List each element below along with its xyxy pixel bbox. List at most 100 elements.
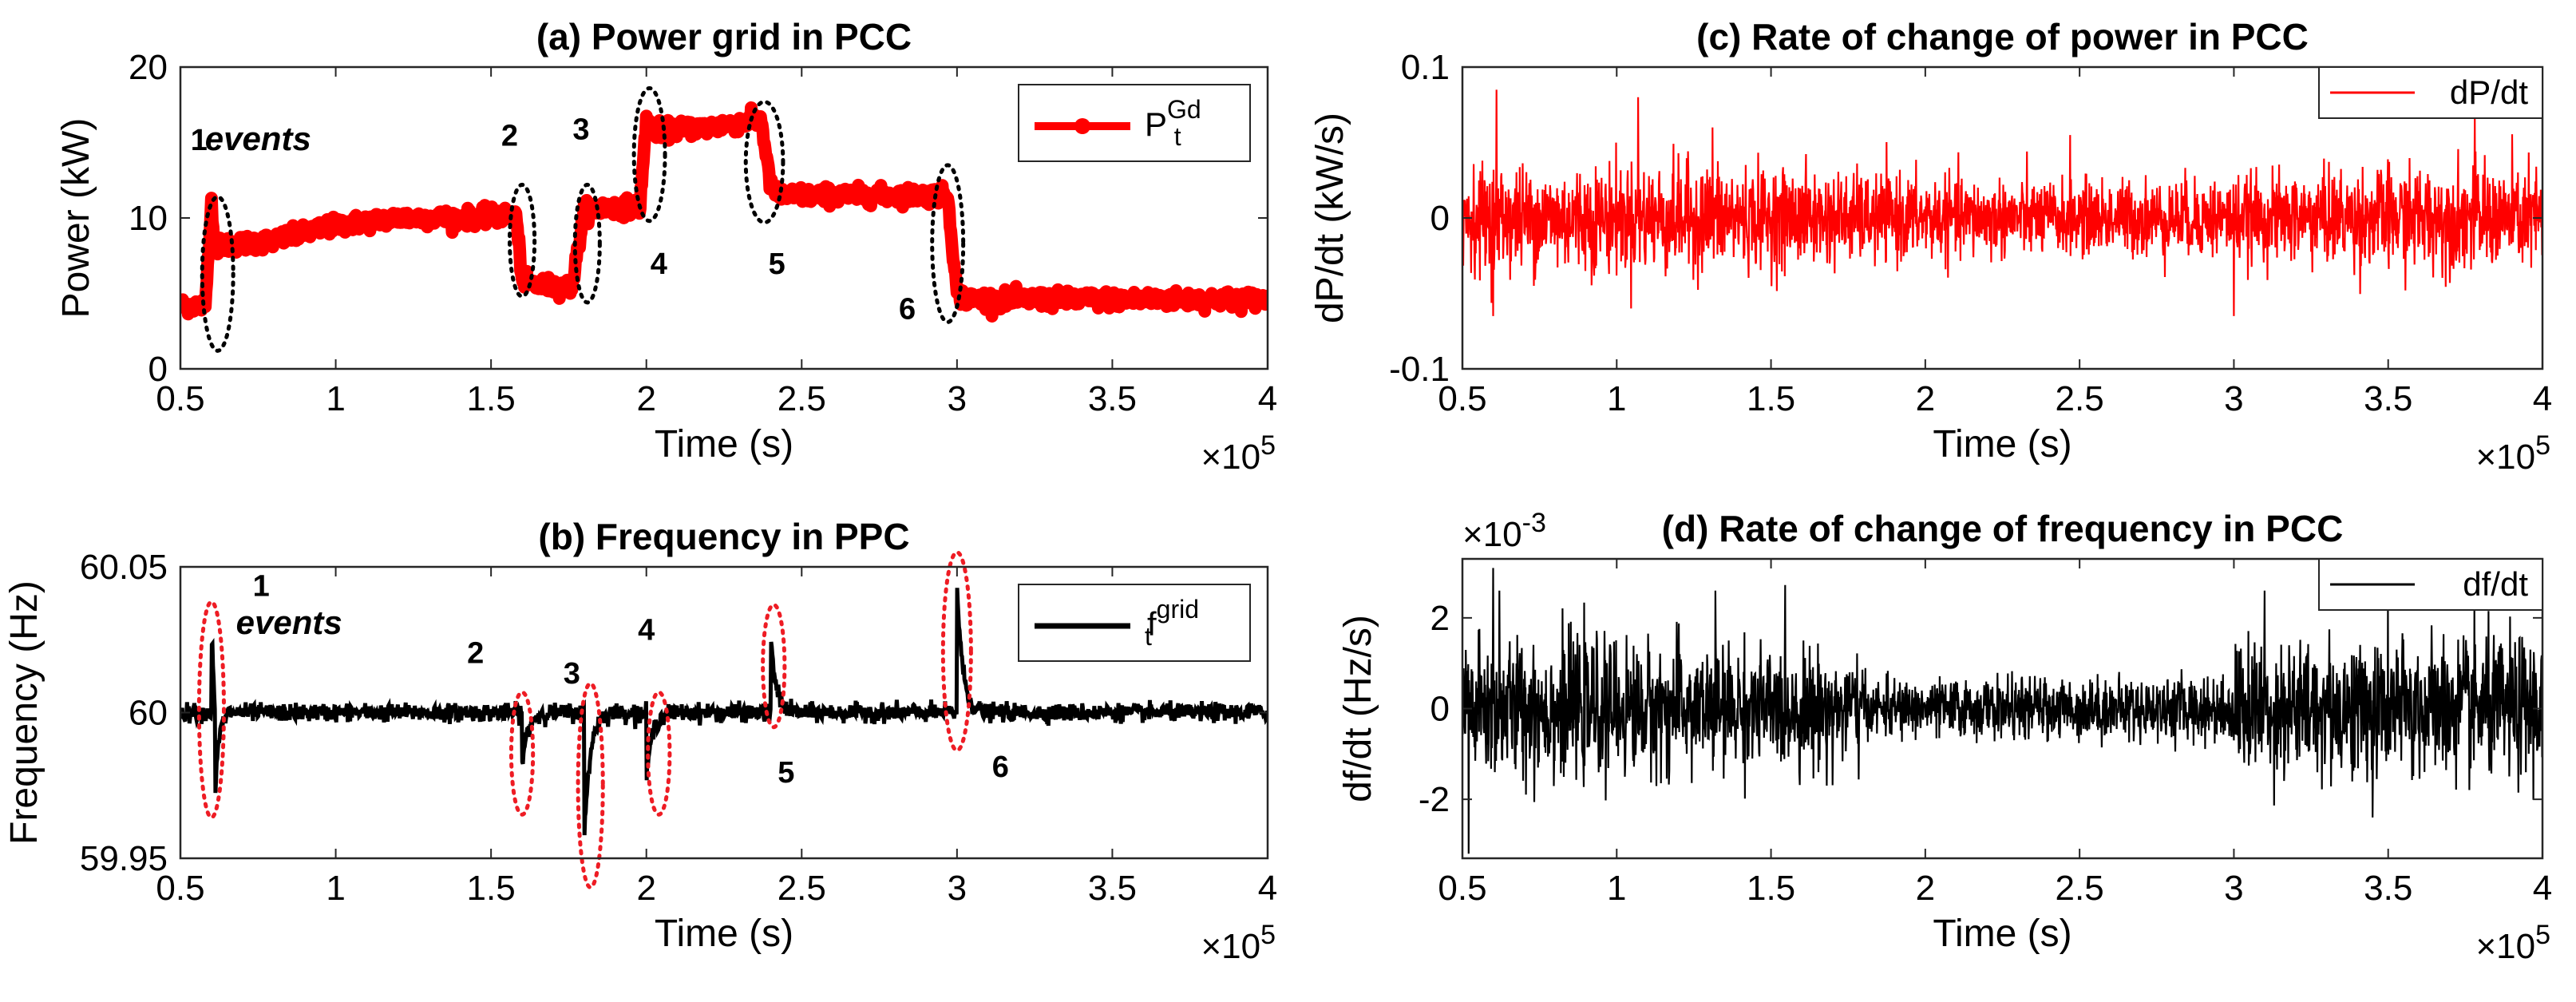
event-label: 4: [651, 248, 667, 281]
x-tick-label: 4: [2533, 379, 2552, 418]
event-label: events: [236, 604, 342, 641]
series-line: [180, 101, 1268, 323]
x-tick-label: 3.5: [2364, 379, 2412, 418]
plot-data: [1462, 568, 2542, 854]
y-multiplier: ×10-3: [1462, 508, 1546, 554]
x-tick-label: 4: [2533, 869, 2552, 908]
y-tick-label: 2: [1430, 599, 1450, 638]
event-ellipse: [507, 182, 537, 299]
x-multiplier: ×105: [1201, 430, 1276, 477]
x-tick-label: 4: [1258, 869, 1277, 908]
event-ellipse: [572, 182, 602, 305]
event-label: 3: [564, 657, 580, 691]
legend: fgrid t: [1018, 584, 1251, 662]
x-tick-label: 1.5: [467, 869, 516, 908]
legend-label: dP/dt: [2450, 73, 2528, 111]
x-tick-label: 1.5: [467, 379, 516, 418]
x-multiplier: ×105: [2475, 920, 2550, 966]
x-axis-label: Time (s): [655, 913, 793, 955]
y-tick-label: 0: [1430, 690, 1450, 729]
x-axis-label: Time (s): [1933, 913, 2071, 955]
x-tick-label: 3.5: [1088, 379, 1137, 418]
event-ellipse: [940, 550, 973, 753]
x-tick-label: 2.5: [778, 869, 826, 908]
chart-title: (a) Power grid in PCC: [536, 16, 912, 57]
x-tick-label: 2: [636, 379, 655, 418]
x-axis-label: Time (s): [1933, 423, 2071, 465]
plot-data: [1462, 89, 2542, 316]
event-label: events: [205, 120, 311, 157]
chart-title: (c) Rate of change of power in PCC: [1696, 16, 2309, 57]
x-tick-label: 1: [326, 379, 345, 418]
y-axis-label: dP/dt (kW/s): [1309, 113, 1351, 323]
event-ellipse: [646, 690, 672, 817]
event-label: 5: [778, 756, 794, 790]
y-tick-label: 0.1: [1401, 48, 1450, 87]
legend-label: df/dt: [2463, 565, 2528, 603]
event-ellipse: [930, 163, 966, 324]
series-line: [1462, 89, 2542, 316]
x-tick-label: 0.5: [1438, 869, 1486, 908]
chart-title: (b) Frequency in PPC: [538, 516, 909, 557]
x-tick-label: 4: [1258, 379, 1277, 418]
chart-title: (d) Rate of change of frequency in PCC: [1662, 508, 2344, 549]
x-tick-label: 2: [1916, 869, 1935, 908]
event-label: 2: [467, 636, 484, 670]
x-tick-label: 1: [1607, 379, 1626, 418]
y-tick-label: 60.05: [80, 548, 168, 587]
y-tick-label: 10: [129, 199, 168, 238]
x-tick-label: 0.5: [156, 379, 204, 418]
y-tick-label: 60: [129, 694, 168, 733]
plot-data: [180, 101, 1268, 323]
legend-box: [1018, 584, 1251, 662]
x-tick-label: 2.5: [2056, 379, 2104, 418]
x-tick-label: 0.5: [1438, 379, 1486, 418]
event-label: 1: [191, 124, 208, 157]
series-line: [180, 588, 1268, 836]
x-multiplier: ×105: [1201, 920, 1276, 966]
x-tick-label: 2: [1916, 379, 1935, 418]
legend-label: PGd t: [1145, 95, 1201, 151]
chart-d: (d) Rate of change of frequency in PCC 0.…: [1337, 508, 2552, 966]
chart-c: (c) Rate of change of power in PCC 0.5 1 1.…: [1309, 16, 2552, 477]
x-tick-label: 3: [948, 379, 967, 418]
legend: dP/dt: [2318, 66, 2543, 119]
event-ellipse: [743, 99, 785, 225]
y-axis-label: Frequency (Hz): [3, 580, 46, 845]
event-ellipse: [631, 85, 667, 224]
x-tick-label: 3.5: [2364, 869, 2412, 908]
x-tick-label: 3: [2224, 869, 2243, 908]
legend-label: fgrid t: [1145, 595, 1199, 651]
y-axis-label: Power (kW): [55, 118, 97, 319]
event-label: 6: [899, 293, 916, 327]
event-ellipse: [576, 681, 605, 889]
x-tick-label: 3: [2224, 379, 2243, 418]
event-ellipse: [761, 602, 787, 730]
y-tick-label: 59.95: [80, 839, 168, 878]
event-ellipse: [508, 690, 536, 817]
x-tick-label: 2: [636, 869, 655, 908]
event-label: 5: [769, 248, 785, 281]
legend: df/dt: [2318, 558, 2543, 611]
event-label: 1: [253, 570, 270, 604]
y-axis-label: df/dt (Hz/s): [1337, 615, 1379, 802]
event-ellipse: [196, 600, 226, 820]
x-axis-label: Time (s): [655, 423, 793, 465]
x-tick-label: 2.5: [2056, 869, 2104, 908]
event-label: 2: [501, 119, 518, 152]
legend: PGd t: [1018, 84, 1251, 162]
event-ellipse: [200, 195, 235, 353]
y-tick-label: -0.1: [1389, 350, 1450, 389]
plot-data: [180, 588, 1268, 836]
x-tick-label: 3.5: [1088, 869, 1137, 908]
x-tick-label: 1.5: [1747, 379, 1795, 418]
x-multiplier: ×105: [2475, 430, 2550, 477]
x-tick-label: 1.5: [1747, 869, 1795, 908]
x-tick-label: 3: [948, 869, 967, 908]
event-label: 3: [572, 113, 589, 147]
y-tick-label: 0: [148, 350, 168, 389]
event-label: 4: [638, 613, 655, 647]
y-tick-label: 0: [1430, 199, 1450, 238]
